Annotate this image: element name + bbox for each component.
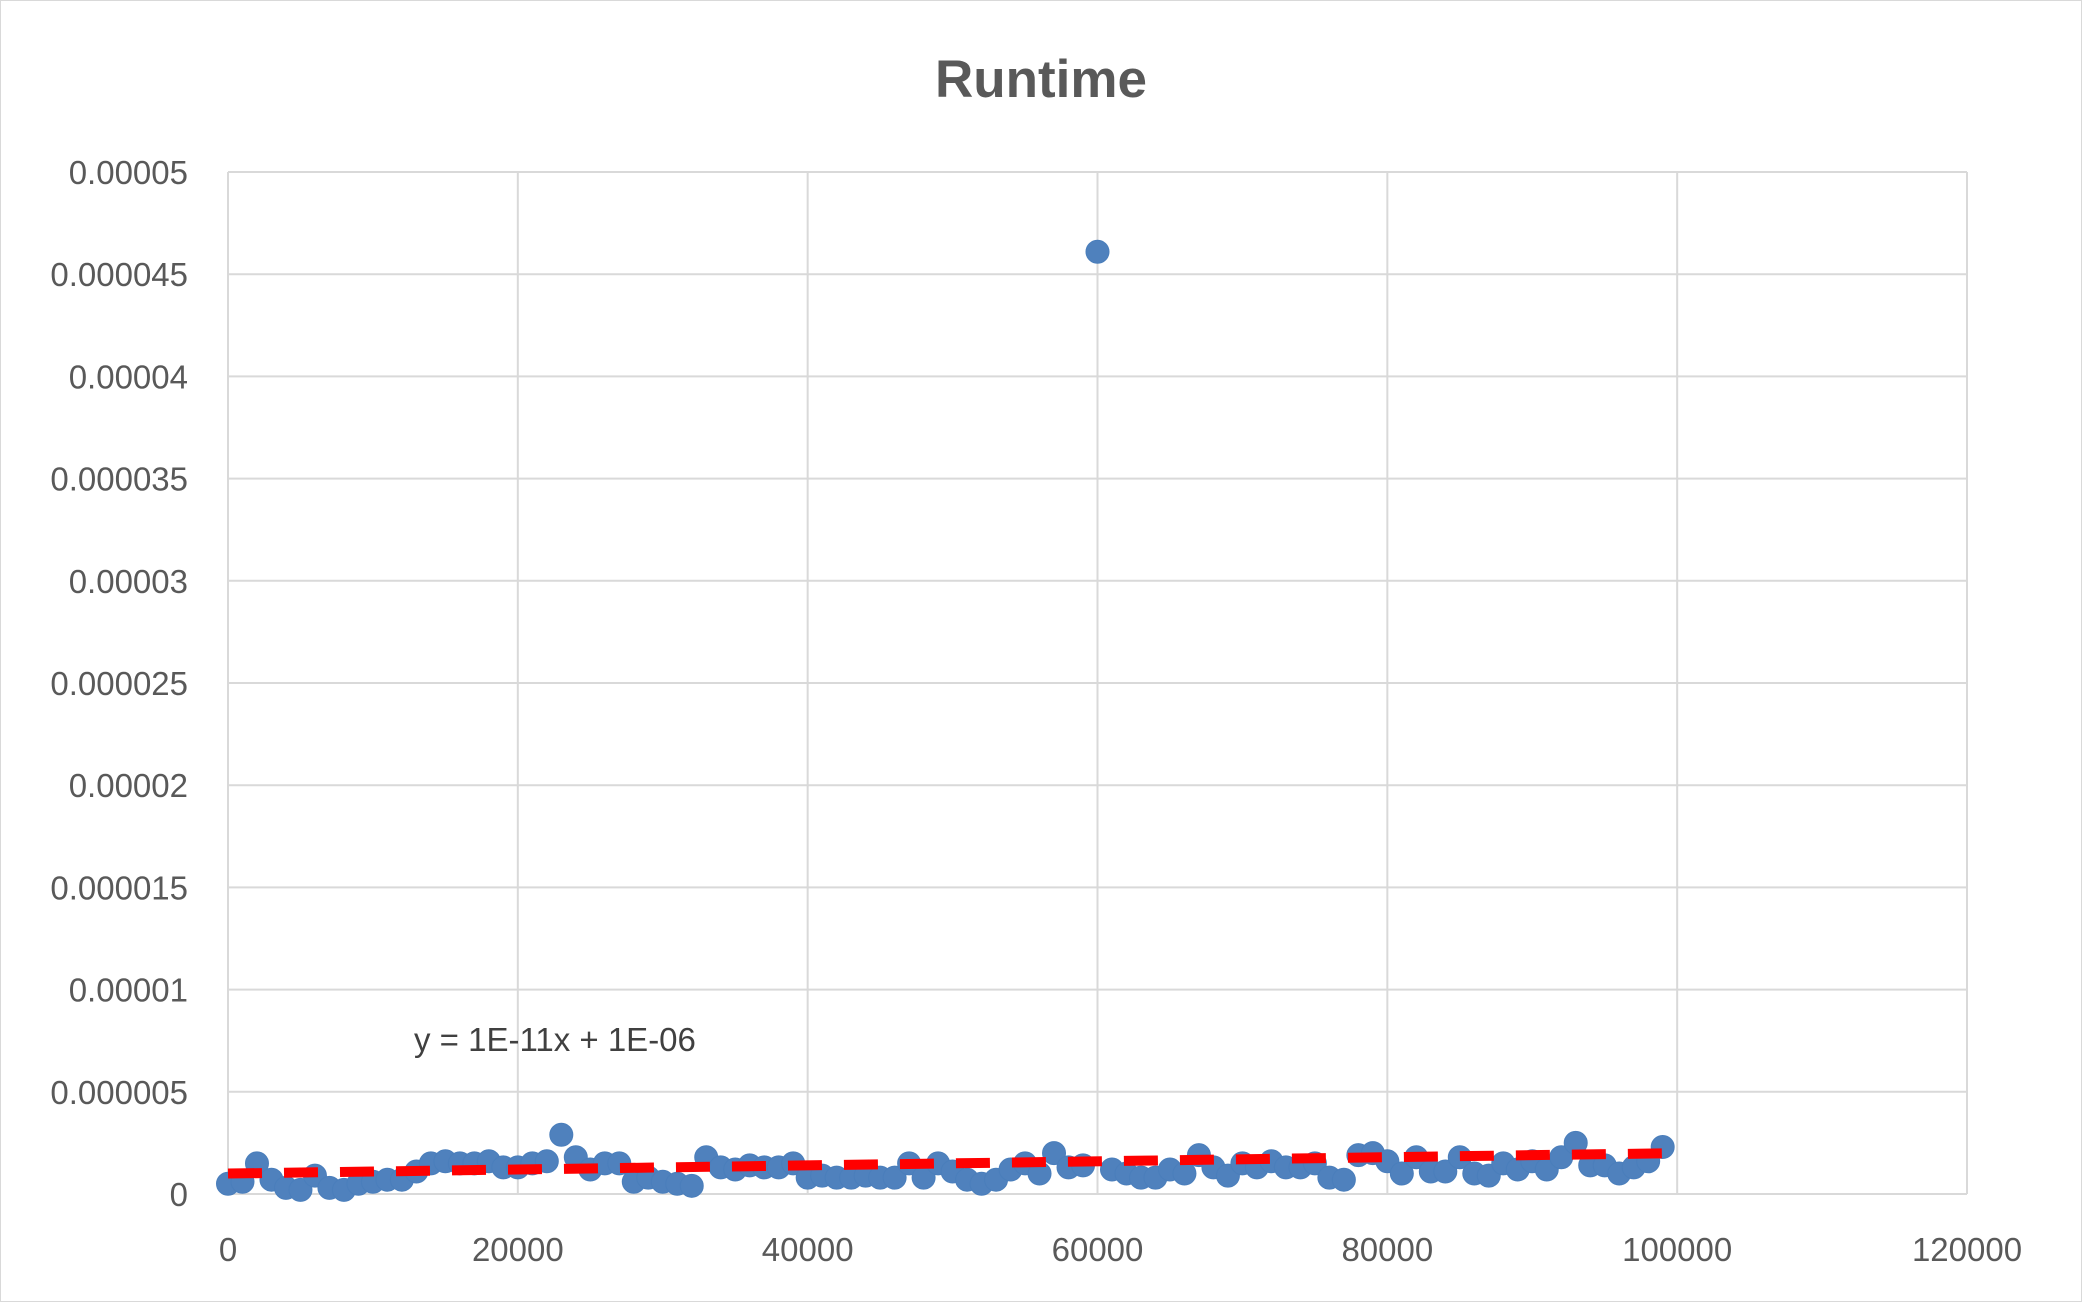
y-tick-label: 0.000045 <box>50 256 188 293</box>
data-point <box>882 1165 907 1190</box>
y-tick-label: 0.00005 <box>69 154 188 191</box>
x-tick-label: 120000 <box>1912 1231 2022 1268</box>
y-axis-tick-labels: 0 0.000005 0.00001 0.000015 0.00002 0.000025 0… <box>50 154 188 1213</box>
x-tick-label: 0 <box>219 1231 237 1268</box>
data-point <box>1389 1161 1414 1186</box>
x-tick-label: 100000 <box>1622 1231 1732 1268</box>
y-tick-label: 0.000015 <box>50 869 188 906</box>
y-tick-label: 0.000025 <box>50 665 188 702</box>
y-tick-label: 0.00004 <box>69 358 188 395</box>
data-point <box>1433 1159 1458 1184</box>
x-tick-label: 60000 <box>1052 1231 1144 1268</box>
data-point <box>1085 239 1110 264</box>
data-point <box>1172 1161 1197 1186</box>
y-tick-label: 0.00001 <box>69 972 188 1009</box>
data-point <box>288 1177 313 1202</box>
x-tick-label: 20000 <box>472 1231 564 1268</box>
y-tick-label: 0.000035 <box>50 461 188 498</box>
data-point <box>1042 1141 1067 1166</box>
data-point <box>679 1173 704 1198</box>
x-axis-tick-labels: 0 20000 40000 60000 80000 100000 120000 <box>219 1231 2022 1268</box>
chart-title: Runtime <box>935 50 1147 109</box>
x-tick-label: 40000 <box>762 1231 854 1268</box>
y-tick-label: 0.000005 <box>50 1074 188 1111</box>
y-tick-label: 0.00002 <box>69 767 188 804</box>
data-point <box>1331 1167 1356 1192</box>
gridlines <box>227 171 1968 1195</box>
x-tick-label: 80000 <box>1341 1231 1433 1268</box>
data-point <box>549 1122 574 1147</box>
trendline-equation: y = 1E-11x + 1E-06 <box>414 1021 696 1058</box>
y-tick-label: 0.00003 <box>69 563 188 600</box>
y-tick-label: 0 <box>170 1176 188 1213</box>
linear-trendline <box>227 1148 1663 1179</box>
